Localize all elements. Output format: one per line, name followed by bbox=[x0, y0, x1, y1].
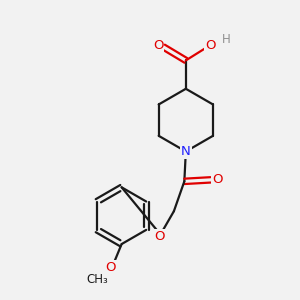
Text: O: O bbox=[153, 39, 163, 52]
Text: O: O bbox=[106, 261, 116, 274]
Text: N: N bbox=[181, 145, 191, 158]
Text: O: O bbox=[205, 39, 216, 52]
Text: O: O bbox=[154, 230, 164, 243]
Text: H: H bbox=[221, 33, 230, 46]
Text: CH₃: CH₃ bbox=[86, 273, 108, 286]
Text: O: O bbox=[212, 173, 222, 186]
